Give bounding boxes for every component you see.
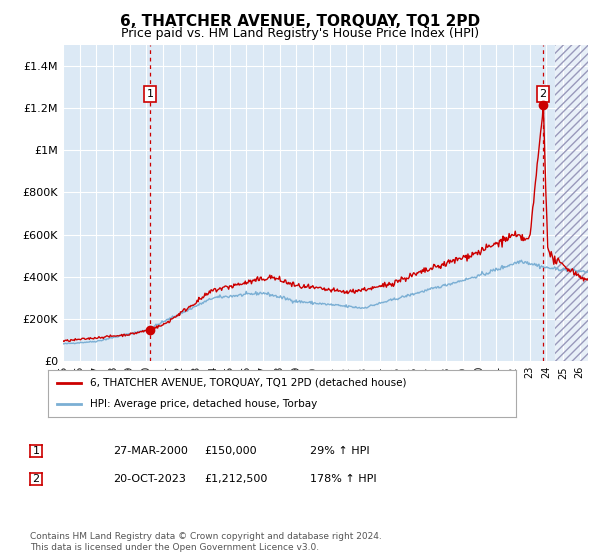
Text: 29% ↑ HPI: 29% ↑ HPI (310, 446, 370, 456)
Text: 27-MAR-2000: 27-MAR-2000 (113, 446, 188, 456)
Text: 6, THATCHER AVENUE, TORQUAY, TQ1 2PD (detached house): 6, THATCHER AVENUE, TORQUAY, TQ1 2PD (de… (90, 378, 407, 388)
Bar (554, 45, 588, 361)
Text: 6, THATCHER AVENUE, TORQUAY, TQ1 2PD: 6, THATCHER AVENUE, TORQUAY, TQ1 2PD (120, 14, 480, 29)
Text: £1,212,500: £1,212,500 (204, 474, 268, 484)
Text: £150,000: £150,000 (204, 446, 257, 456)
Text: 1: 1 (146, 89, 154, 99)
Text: 1: 1 (32, 446, 40, 456)
Text: Contains HM Land Registry data © Crown copyright and database right 2024.
This d: Contains HM Land Registry data © Crown c… (30, 532, 382, 552)
Text: HPI: Average price, detached house, Torbay: HPI: Average price, detached house, Torb… (90, 399, 317, 409)
Text: 2: 2 (539, 89, 547, 99)
Bar (554, 45, 588, 361)
Text: 2: 2 (32, 474, 40, 484)
Text: 20-OCT-2023: 20-OCT-2023 (113, 474, 187, 484)
Text: 178% ↑ HPI: 178% ↑ HPI (310, 474, 377, 484)
Text: Price paid vs. HM Land Registry's House Price Index (HPI): Price paid vs. HM Land Registry's House … (121, 27, 479, 40)
